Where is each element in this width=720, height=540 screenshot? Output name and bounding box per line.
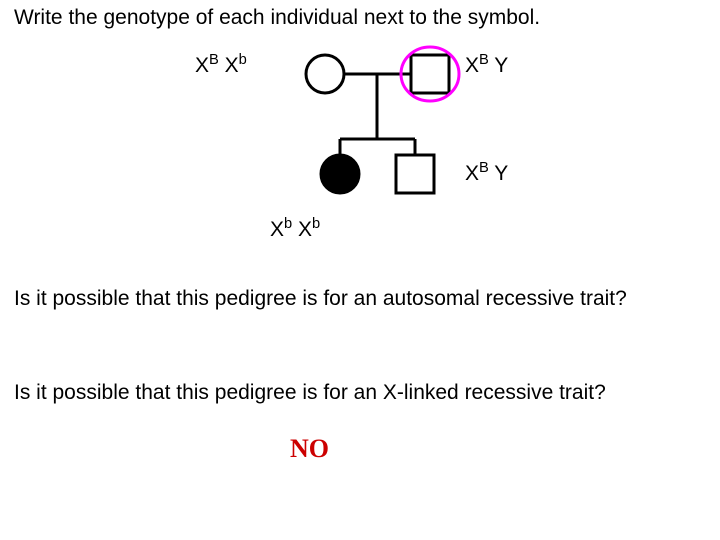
pedigree-diagram (280, 44, 500, 224)
question-xlinked: Is it possible that this pedigree is for… (14, 380, 704, 405)
answer-no: NO (290, 434, 329, 464)
page-title: Write the genotype of each individual ne… (14, 6, 540, 30)
genotype-mother-gen1: XB Xb (195, 52, 247, 78)
page-root: Write the genotype of each individual ne… (0, 0, 720, 540)
question-autosomal: Is it possible that this pedigree is for… (14, 286, 704, 311)
